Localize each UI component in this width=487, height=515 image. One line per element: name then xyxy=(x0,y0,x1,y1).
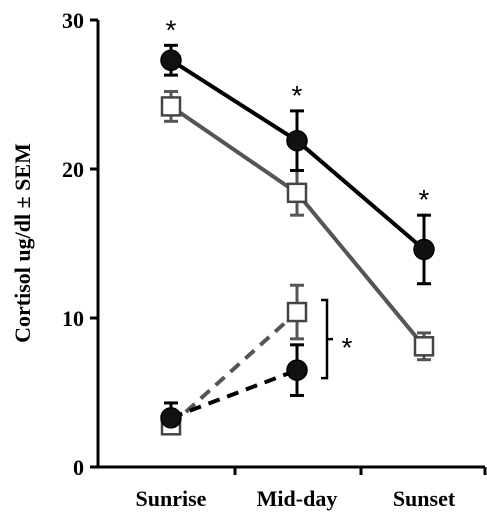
significance-star: * xyxy=(342,332,353,363)
data-point-circle xyxy=(286,359,308,381)
series-line xyxy=(169,310,299,427)
data-point-circle xyxy=(286,129,308,152)
significance-star: * xyxy=(292,80,303,111)
data-point-square xyxy=(286,182,308,204)
x-tick-label: Mid-day xyxy=(257,486,338,511)
y-tick-label: 10 xyxy=(62,306,84,331)
axes xyxy=(96,20,485,469)
significance-star: * xyxy=(419,184,430,215)
data-point-circle xyxy=(160,49,182,71)
y-tick-label: 20 xyxy=(62,157,84,182)
data-point-circle xyxy=(160,407,182,429)
x-tick-label: Sunrise xyxy=(136,486,207,511)
y-tick-label: 0 xyxy=(73,455,84,480)
significance-bracket xyxy=(321,298,333,380)
annotations: * * * * xyxy=(166,14,430,380)
data-point-square xyxy=(160,96,182,117)
significance-star: * xyxy=(166,14,177,45)
y-tick-label: 30 xyxy=(62,8,84,33)
data-point-square xyxy=(413,336,435,357)
series-line xyxy=(170,368,298,420)
x-tick-label: Sunset xyxy=(393,486,456,511)
series-layer xyxy=(160,43,435,436)
y-axis-title: Cortisol ug/dl ± SEM xyxy=(10,143,35,343)
ticks: 0 10 20 30 Sunrise Mid-day Sunset xyxy=(62,8,487,511)
data-point-circle xyxy=(413,238,435,261)
data-point-square xyxy=(286,301,308,323)
